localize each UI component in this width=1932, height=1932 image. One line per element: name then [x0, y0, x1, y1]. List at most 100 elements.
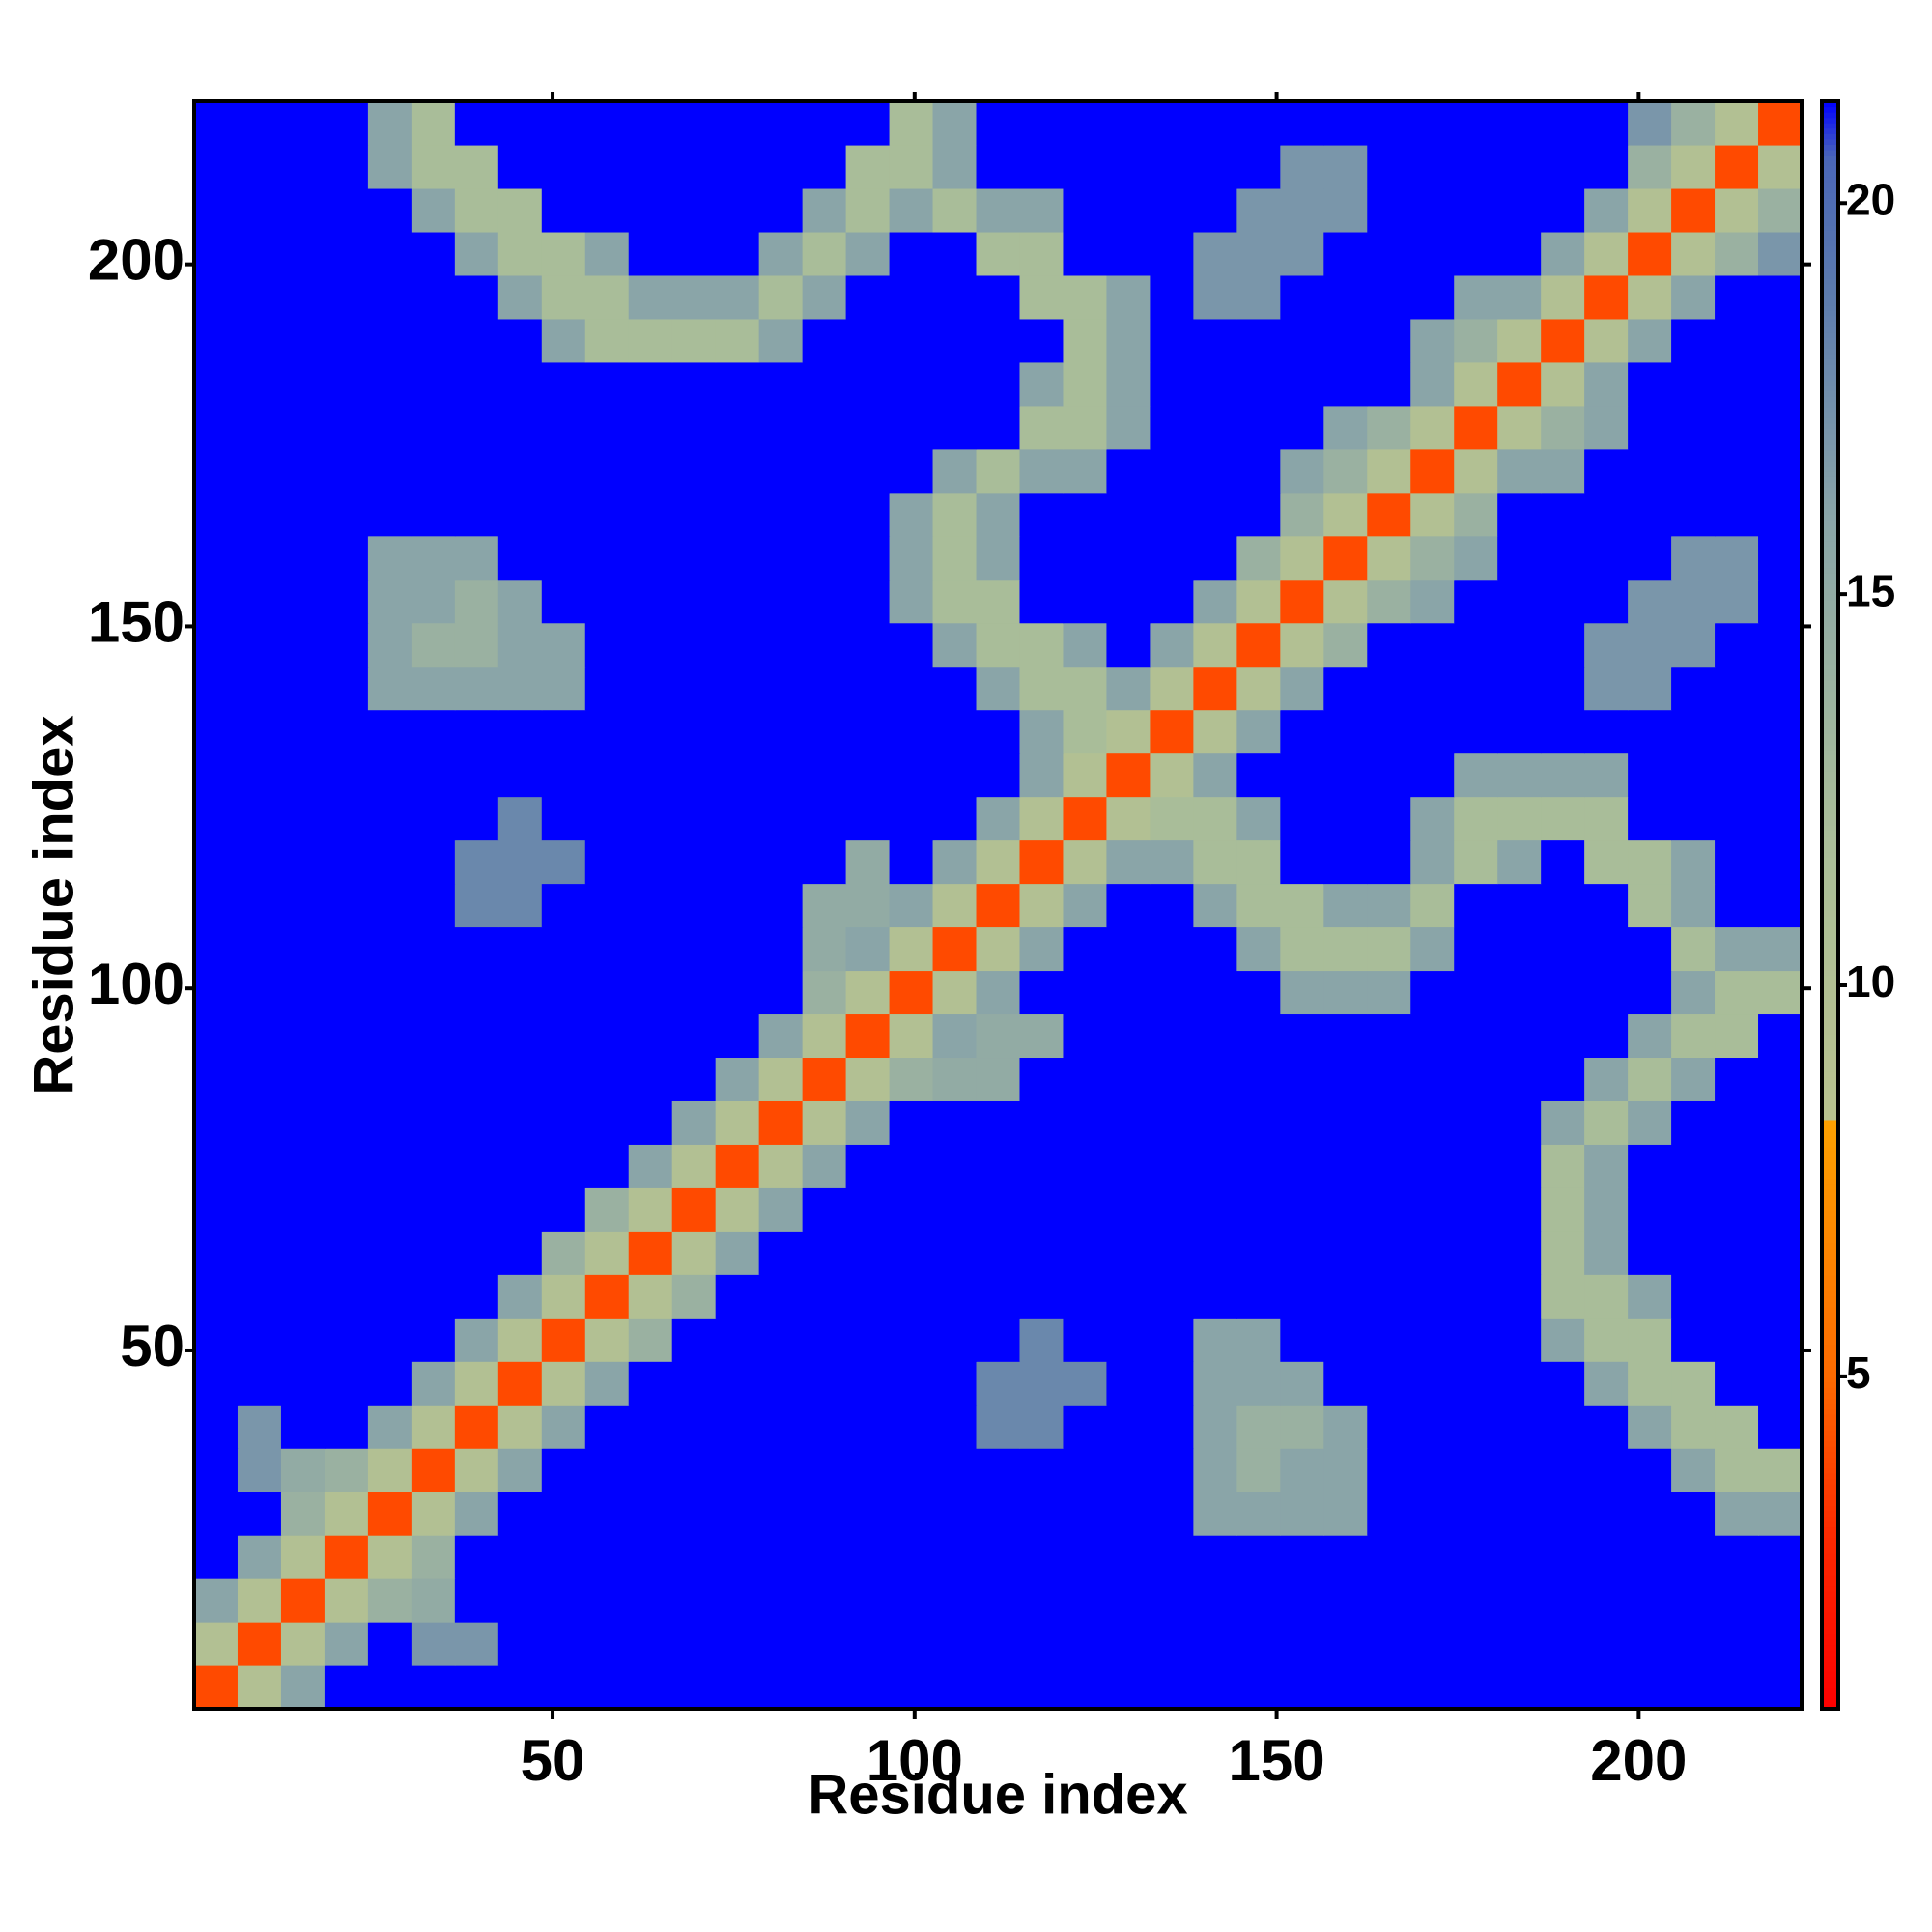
heatmap-cell — [1193, 231, 1237, 276]
heatmap-cell — [1584, 1100, 1629, 1145]
heatmap-cell — [1106, 405, 1151, 450]
heatmap-cell — [1280, 231, 1324, 276]
heatmap-cell — [1367, 274, 1411, 320]
heatmap-cell — [584, 144, 630, 189]
x-tick-label: 200 — [1590, 1728, 1687, 1793]
colorbar-slice — [1822, 1392, 1838, 1399]
heatmap-cell — [1150, 1492, 1194, 1536]
heatmap-cell — [715, 448, 760, 494]
heatmap-cell — [1323, 448, 1368, 494]
heatmap-cell — [1367, 1318, 1411, 1362]
heatmap-cell — [541, 1013, 586, 1059]
heatmap-cell — [932, 144, 978, 189]
heatmap-cell — [1410, 1013, 1455, 1059]
heatmap-cell — [845, 274, 891, 320]
heatmap-cell — [1367, 405, 1411, 450]
heatmap-cell — [541, 1187, 586, 1232]
heatmap-cell — [802, 1144, 847, 1188]
heatmap-cell — [1454, 448, 1498, 494]
heatmap-cell — [758, 1492, 804, 1536]
heatmap-cell — [454, 1100, 499, 1145]
heatmap-cell — [280, 1492, 326, 1536]
heatmap-cell — [1541, 1231, 1585, 1275]
heatmap-cell — [845, 666, 891, 711]
heatmap-cell — [1236, 839, 1281, 885]
heatmap-cell — [1063, 187, 1108, 233]
heatmap-cell — [1280, 753, 1324, 798]
heatmap-cell — [1193, 796, 1237, 841]
heatmap-cell — [367, 622, 412, 668]
heatmap-cell — [1019, 796, 1065, 841]
colorbar-tick-label: 15 — [1846, 565, 1895, 615]
colorbar-slice — [1822, 1413, 1838, 1421]
heatmap-cell — [237, 839, 282, 885]
heatmap-cell — [1019, 492, 1065, 537]
heatmap-cell — [889, 796, 934, 841]
heatmap-cell — [1671, 970, 1716, 1015]
heatmap-cell — [237, 1100, 282, 1145]
heatmap-cell — [1671, 405, 1716, 450]
heatmap-cell — [367, 839, 412, 885]
heatmap-cell — [454, 101, 499, 146]
heatmap-cell — [802, 231, 847, 276]
heatmap-cell — [541, 579, 586, 624]
heatmap-cell — [1628, 1448, 1672, 1492]
heatmap-cell — [932, 1448, 978, 1492]
heatmap-cell — [237, 1318, 282, 1362]
colorbar-slice — [1822, 760, 1838, 767]
heatmap-cell — [1323, 1578, 1368, 1623]
colorbar-slice — [1822, 1344, 1838, 1350]
heatmap-cell — [1758, 1665, 1803, 1710]
heatmap-cell — [715, 1144, 760, 1188]
heatmap-cell — [1541, 1100, 1585, 1145]
colorbar-slice — [1822, 133, 1838, 140]
heatmap-cell — [1497, 1231, 1542, 1275]
heatmap-cell — [932, 405, 978, 450]
heatmap-cell — [584, 753, 630, 798]
heatmap-cell — [1367, 666, 1411, 711]
heatmap-cell — [497, 1231, 543, 1275]
colorbar-slice — [1822, 1247, 1838, 1255]
heatmap-cell — [1236, 101, 1281, 146]
heatmap-cell — [1628, 361, 1672, 407]
heatmap-cell — [1584, 579, 1629, 624]
heatmap-cell — [1236, 231, 1281, 276]
heatmap-cell — [758, 970, 804, 1015]
heatmap-cell — [237, 970, 282, 1015]
colorbar-slice — [1822, 1173, 1838, 1179]
heatmap-cell — [237, 622, 282, 668]
colorbar-slice — [1822, 1011, 1838, 1019]
heatmap-cell — [1150, 1665, 1194, 1710]
heatmap-cell — [1410, 1665, 1455, 1710]
heatmap-cell — [1454, 1100, 1498, 1145]
heatmap-cell — [1497, 883, 1542, 928]
heatmap-cell — [845, 187, 891, 233]
heatmap-cell — [237, 405, 282, 450]
heatmap-cell — [194, 1622, 239, 1666]
heatmap-cell — [671, 187, 717, 233]
heatmap-cell — [280, 1665, 326, 1710]
heatmap-cell — [758, 1665, 804, 1710]
heatmap-cell — [889, 666, 934, 711]
heatmap-cell — [1497, 535, 1542, 581]
heatmap-cell — [802, 883, 847, 928]
colorbar-slice — [1822, 786, 1838, 794]
heatmap-cell — [411, 1100, 456, 1145]
heatmap-cell — [280, 1231, 326, 1275]
heatmap-cell — [1584, 622, 1629, 668]
heatmap-cell — [367, 1057, 412, 1101]
heatmap-cell — [1758, 1622, 1803, 1666]
heatmap-cell — [1323, 318, 1368, 363]
colorbar-slice — [1822, 567, 1838, 574]
heatmap-cell — [976, 1187, 1021, 1232]
heatmap-cell — [1150, 666, 1194, 711]
heatmap-cell — [497, 1448, 543, 1492]
heatmap-cell — [1280, 1057, 1324, 1101]
heatmap-cell — [1454, 405, 1498, 450]
colorbar-slice — [1822, 754, 1838, 761]
heatmap-cell — [976, 970, 1021, 1015]
heatmap-cell — [1236, 1578, 1281, 1623]
colorbar-slice — [1822, 272, 1838, 279]
heatmap-cell — [671, 579, 717, 624]
heatmap-cell — [1019, 1144, 1065, 1188]
